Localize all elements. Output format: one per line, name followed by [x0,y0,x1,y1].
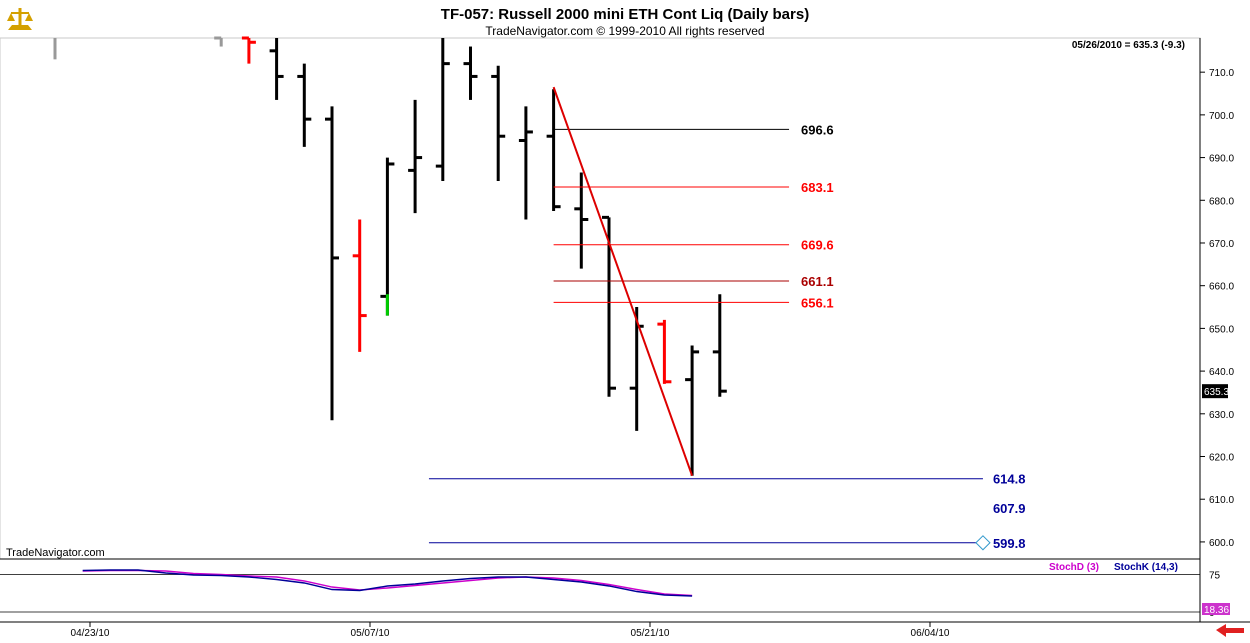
trade-navigator-logo [6,8,34,34]
stoch-legend-k: StochK (14,3) [1114,562,1178,573]
chart-subtitle: TradeNavigator.com © 1999-2010 All right… [485,24,764,38]
date-tick-label: 05/07/10 [351,628,390,639]
last-price-tag [1202,384,1228,399]
level-label: 656.1 [801,295,834,310]
ohlc-bar [491,65,506,182]
stochastic-panel: 075StochD (3)StochK (14,3)18.36 [0,562,1230,619]
stoch-value-label: 18.36 [1204,605,1229,616]
stoch-legend-d: StochD (3) [1049,562,1099,573]
ohlc-bar [685,345,700,476]
date-axis: 04/23/10 05/07/10 05/21/10 06/04/10 [71,622,950,639]
level-label: 614.8 [993,472,1026,487]
price-tick-label: 670.0 [1209,239,1234,250]
price-tick-label: 600.0 [1209,538,1234,549]
ohlc-bar [629,307,644,431]
ohlc-bar [546,89,561,211]
ohlc-bar [712,294,727,397]
stoch-line-d [82,569,693,597]
price-tick-label: 650.0 [1209,324,1234,335]
date-tick-label: 06/04/10 [911,628,950,639]
trendline [552,86,694,477]
price-tick-label: 680.0 [1209,196,1234,207]
chart-title: TF-057: Russell 2000 mini ETH Cont Liq (… [441,6,809,23]
date-tick-label: 05/21/10 [631,628,670,639]
price-bars [53,36,727,476]
level-label: 683.1 [801,180,834,195]
price-levels: 696.6 683.1 669.6 661.1 656.1 614.8 607.9 599.8 [428,122,1026,551]
level-label: 599.8 [993,536,1026,551]
level-marker-icon [975,535,991,551]
ohlc-bar [241,36,256,64]
level-label: 669.6 [801,238,834,253]
price-tick-label: 690.0 [1209,154,1234,165]
ohlc-bar [518,106,533,220]
price-tick-label: 700.0 [1209,111,1234,122]
level-label: 607.9 [993,501,1026,516]
ohlc-bar [269,38,284,100]
last-price-info: 05/26/2010 = 635.3 (-9.3) [1072,40,1185,51]
ohlc-bar [602,215,616,397]
level-label: 696.6 [801,122,834,137]
ohlc-bar [408,99,423,214]
ohlc-bar [574,172,589,269]
price-tick-label: 640.0 [1209,367,1234,378]
ohlc-bar [463,46,478,100]
date-tick-label: 04/23/10 [71,628,110,639]
price-tick-label: 610.0 [1209,495,1234,506]
stoch-tick-label: 75 [1209,571,1221,582]
stoch-line-k [82,569,693,597]
ohlc-bar [657,319,672,384]
ohlc-bar [435,38,450,182]
last-price-label: 635.3 [1204,387,1229,398]
price-tick-label: 630.0 [1209,410,1234,421]
watermark: TradeNavigator.com [6,547,105,559]
price-tick-label: 710.0 [1209,68,1234,79]
price-tick-label: 620.0 [1209,453,1234,464]
ohlc-bar [325,106,339,421]
price-axis: 600.0 610.0 620.0 630.0 640.0 650.0 660.0 670.0… [1200,68,1234,549]
ohlc-bar [214,36,223,47]
scroll-left-arrow-icon[interactable] [1216,624,1244,637]
ohlc-bar [352,219,367,352]
trendline-group [552,86,694,477]
ohlc-bar [297,63,312,147]
stoch-value-tag [1202,603,1230,615]
level-label: 661.1 [801,274,834,289]
price-tick-label: 660.0 [1209,282,1234,293]
ohlc-bar [380,157,395,316]
